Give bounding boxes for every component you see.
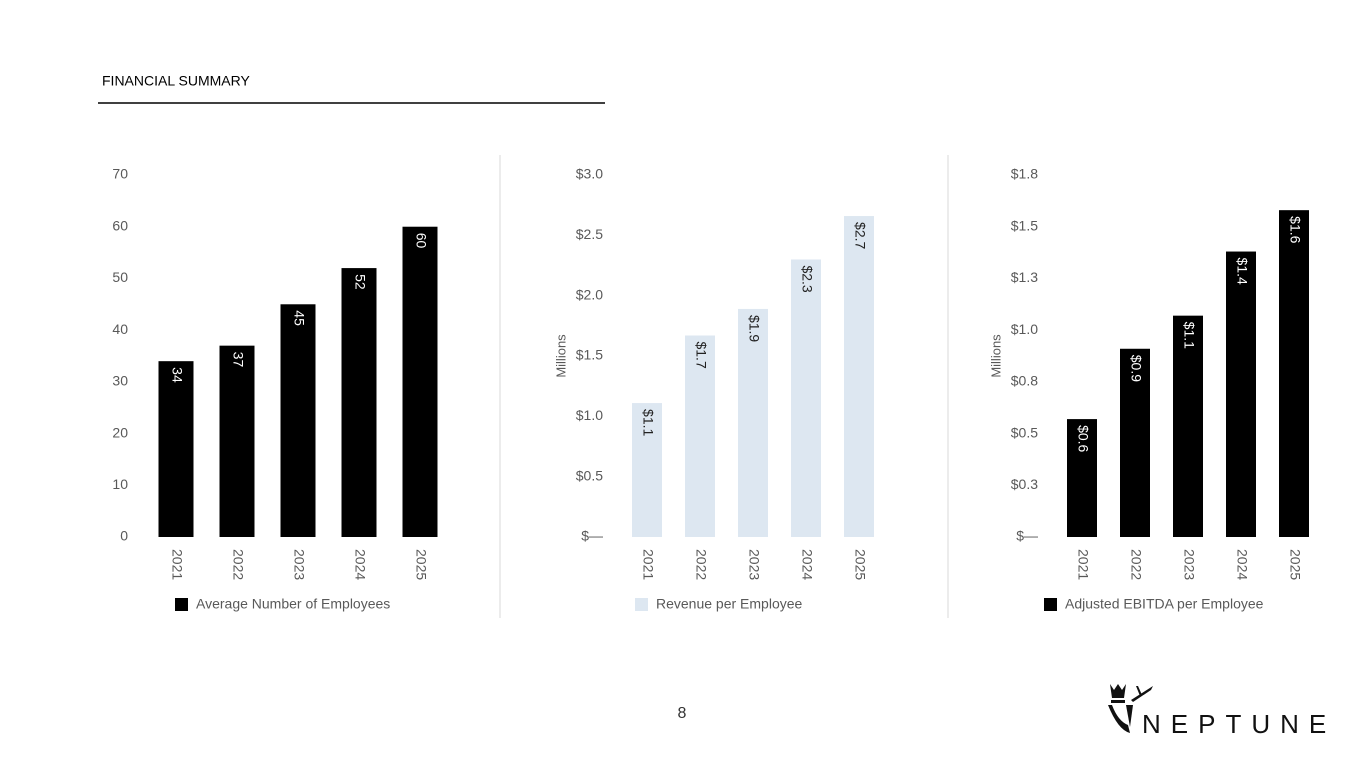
x-tick-label: 2023 [746,549,762,580]
data-label: 52 [352,274,368,290]
data-label: 37 [230,352,246,368]
x-tick-label: 2021 [640,549,656,580]
x-tick-label: 2022 [230,549,246,580]
x-tick-label: 2023 [291,549,307,580]
bar [1173,315,1203,537]
y-tick-label: $3.0 [576,166,603,182]
bar [1279,210,1309,537]
bar [791,259,821,537]
y-tick-label: 10 [112,476,128,492]
logo-icon [1108,684,1153,733]
y-axis-title: Millions [553,334,568,378]
y-tick-label: $1.0 [1011,321,1038,337]
x-tick-label: 2024 [352,549,368,580]
data-label: $0.6 [1075,425,1091,452]
bar [632,403,662,537]
y-tick-label: $— [1016,528,1038,544]
data-label: $1.1 [640,409,656,436]
y-tick-label: $2.0 [576,286,603,302]
y-tick-label: $1.5 [576,347,603,363]
data-label: $1.6 [1287,216,1303,243]
bar [280,304,316,537]
data-label: $0.9 [1128,355,1144,382]
x-tick-label: 2024 [1234,549,1250,580]
legend-label: Average Number of Employees [196,596,390,612]
x-tick-label: 2025 [852,549,868,580]
bar [1067,419,1097,537]
data-label: $2.3 [799,265,815,292]
data-label: $1.4 [1234,258,1250,285]
bar [158,361,194,537]
y-tick-label: 60 [112,217,128,233]
y-tick-label: 70 [112,166,128,182]
bar [738,308,768,537]
x-tick-label: 2022 [1128,549,1144,580]
data-label: 34 [169,367,185,383]
data-label: $2.7 [852,222,868,249]
y-tick-label: $0.8 [1011,373,1038,389]
bar [341,268,377,537]
y-tick-label: $— [581,528,603,544]
slide-title: FINANCIAL SUMMARY [102,73,250,89]
data-label: $1.7 [693,341,709,368]
x-tick-label: 2021 [169,549,185,580]
legend-label: Revenue per Employee [656,596,803,612]
bar [685,335,715,537]
x-tick-label: 2022 [693,549,709,580]
legend-swatch [635,598,648,611]
y-tick-label: $0.5 [1011,424,1038,440]
y-tick-label: 40 [112,321,128,337]
legend-swatch [1044,598,1057,611]
y-tick-label: 20 [112,424,128,440]
y-tick-label: 0 [120,528,128,544]
y-tick-label: 30 [112,373,128,389]
y-tick-label: $1.5 [1011,217,1038,233]
x-tick-label: 2025 [1287,549,1303,580]
legend-swatch [175,598,188,611]
bar [1120,348,1150,537]
y-tick-label: $0.3 [1011,476,1038,492]
y-tick-label: 50 [112,269,128,285]
x-tick-label: 2023 [1181,549,1197,580]
data-label: 45 [291,310,307,326]
x-tick-label: 2025 [413,549,429,580]
bar [402,226,438,537]
y-tick-label: $0.5 [576,467,603,483]
bar [219,345,255,537]
logo-text: NEPTUNE [1142,709,1336,739]
y-tick-label: $2.5 [576,226,603,242]
data-label: 60 [413,233,429,249]
data-label: $1.1 [1181,322,1197,349]
y-tick-label: $1.8 [1011,166,1038,182]
y-axis-title: Millions [988,334,1003,378]
page-number: 8 [678,705,687,722]
logo: NEPTUNE [1108,684,1336,739]
data-label: $1.9 [746,315,762,342]
x-tick-label: 2024 [799,549,815,580]
y-tick-label: $1.0 [576,407,603,423]
bar [1226,251,1256,537]
legend-label: Adjusted EBITDA per Employee [1065,596,1264,612]
bar [844,216,874,537]
y-tick-label: $1.3 [1011,269,1038,285]
x-tick-label: 2021 [1075,549,1091,580]
